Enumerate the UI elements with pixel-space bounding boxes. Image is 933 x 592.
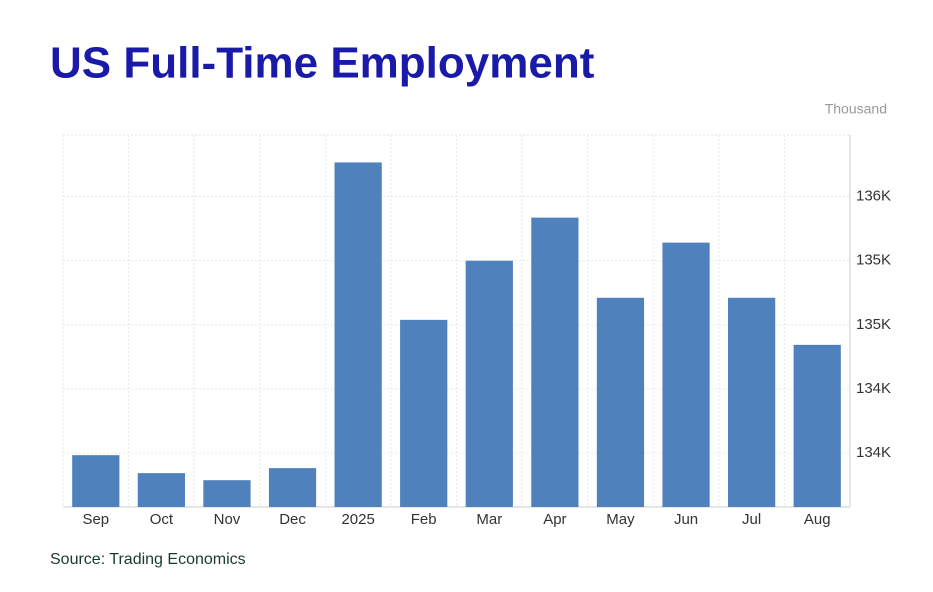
unit-label: Thousand [825,101,887,117]
bar [203,480,251,507]
y-tick-label: 134K [856,444,891,461]
bar [72,455,120,507]
bar [465,260,513,507]
x-tick-label: Aug [804,511,831,528]
bar [728,297,776,507]
x-tick-label: Jul [742,511,761,528]
bar [662,242,710,507]
bar [137,473,185,507]
x-tick-label: Apr [543,511,566,528]
bar [596,297,645,507]
x-tick-label: Feb [411,511,437,528]
y-tick-label: 135K [856,252,891,269]
x-tick-label: Mar [476,511,502,528]
x-tick-label: Jun [674,511,698,528]
y-tick-label: 136K [856,188,891,205]
y-tick-label: 135K [856,316,891,333]
x-tick-label: Sep [82,511,109,528]
chart-title: US Full-Time Employment [50,39,595,88]
y-tick-label: 134K [856,380,891,397]
x-tick-label: 2025 [341,511,374,528]
bar [531,217,579,507]
bar [400,319,448,507]
bar [268,468,317,507]
x-tick-label: Dec [279,511,306,528]
x-tick-label: Oct [150,511,174,528]
x-tick-label: Nov [214,511,241,528]
bar [793,344,841,507]
source: Source: Trading Economics [50,551,246,568]
bar [334,162,382,507]
x-tick-label: May [606,511,635,528]
